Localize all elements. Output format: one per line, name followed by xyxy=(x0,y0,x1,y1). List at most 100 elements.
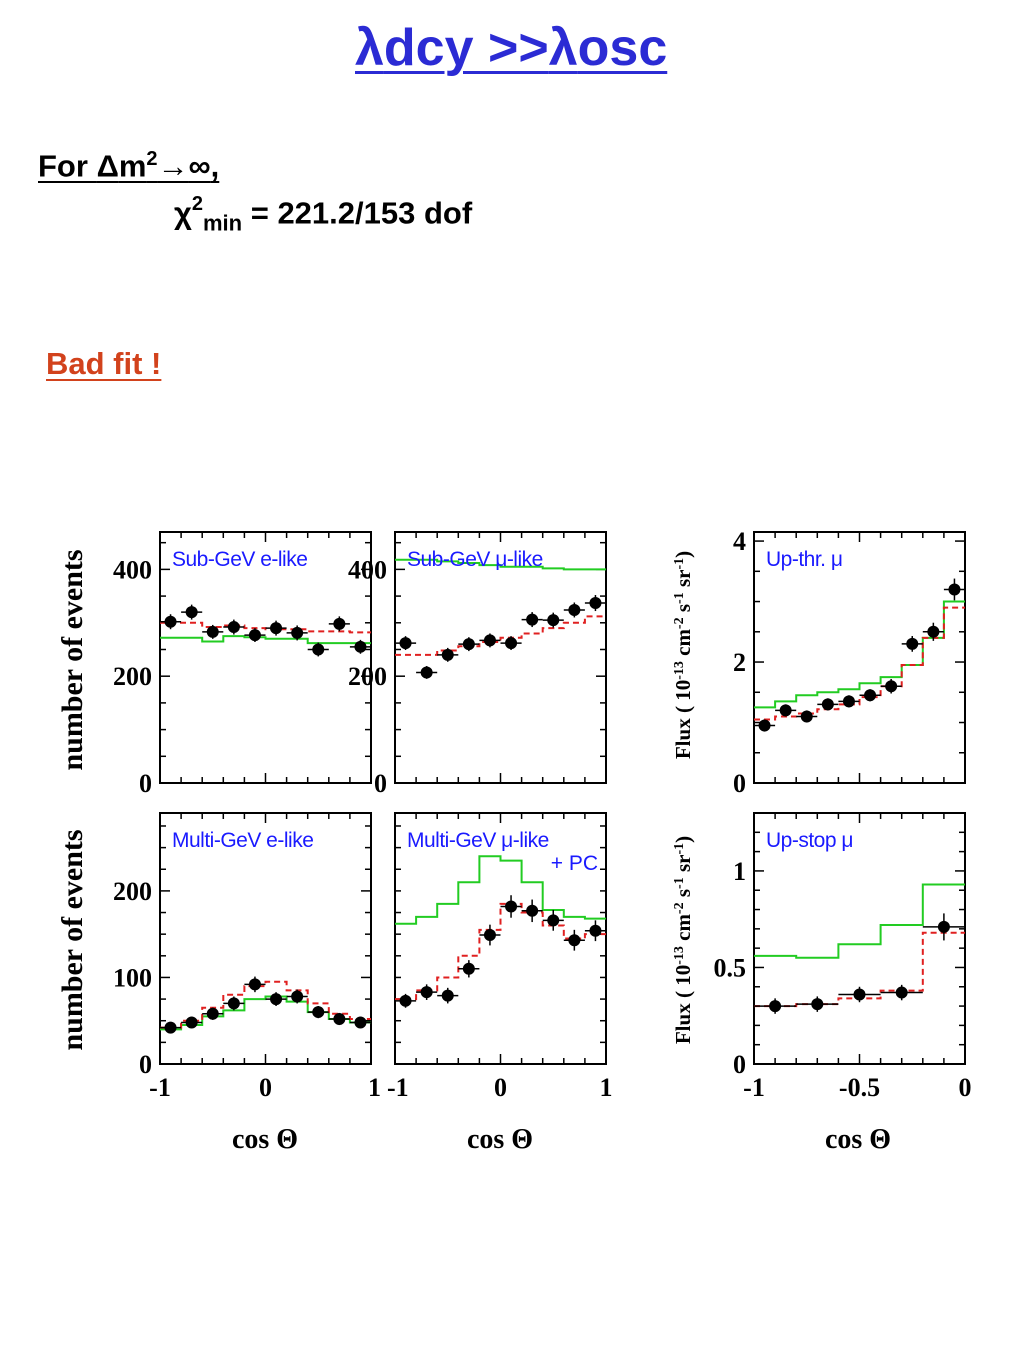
data-point xyxy=(333,1012,346,1025)
panel-sub-gev-mu: 0 200 400 Sub-GeV μ-like xyxy=(348,531,607,798)
data-point xyxy=(927,625,940,638)
data-point xyxy=(483,929,496,942)
panel-label: Up-thr. μ xyxy=(766,548,842,571)
flux-exponent: -1 xyxy=(672,592,687,604)
data-point xyxy=(227,997,240,1010)
data-point xyxy=(420,666,433,679)
flux-exponent: -1 xyxy=(672,843,687,855)
data-point xyxy=(462,638,475,651)
data-point xyxy=(800,710,813,723)
data-point xyxy=(441,989,454,1002)
data-point xyxy=(420,986,433,999)
data-point xyxy=(462,962,475,975)
x-tick-label: -1 xyxy=(149,1073,171,1102)
data-point xyxy=(526,613,539,626)
data-point xyxy=(483,634,496,647)
no-oscillation-histogram xyxy=(395,558,606,571)
flux-exponent: -13 xyxy=(672,946,687,965)
no-oscillation-histogram xyxy=(160,995,371,1031)
data-point xyxy=(568,934,581,947)
limit-condition: For Δm2→∞, xyxy=(38,148,220,184)
data-point xyxy=(547,614,560,627)
panel-label: Multi-GeV μ-like xyxy=(407,829,549,852)
data-point xyxy=(312,643,325,656)
flux-axis-label-top: Flux ( 10-13 cm-2 s-1 sr-1) xyxy=(671,551,695,759)
y-tick-label: 2 xyxy=(733,648,746,677)
panel-label: Sub-GeV μ-like xyxy=(407,548,543,571)
data-point xyxy=(853,988,866,1001)
decay-fit-histogram xyxy=(395,615,606,656)
flux-exponent: -1 xyxy=(672,877,687,889)
x-tick-label: -1 xyxy=(743,1073,765,1102)
data-point xyxy=(185,606,198,619)
no-oscillation-histogram xyxy=(754,600,965,709)
y-tick-label: 400 xyxy=(113,555,152,584)
data-point xyxy=(589,597,602,610)
y-tick-label: 4 xyxy=(733,527,746,556)
panel-up-stop-mu: 0 0.5 1 -1 -0.5 0 Up-stop μ xyxy=(714,812,972,1102)
data-point xyxy=(312,1006,325,1019)
data-point xyxy=(206,625,219,638)
data-point xyxy=(164,615,177,628)
flux-exponent: -2 xyxy=(672,902,687,914)
x-tick-label: 0 xyxy=(494,1073,507,1102)
y-tick-label: 200 xyxy=(348,662,387,691)
data-point xyxy=(811,998,824,1011)
y-tick-label: 0 xyxy=(733,769,746,798)
flux-text: cm xyxy=(671,629,695,662)
left-y-axis-label-top: number of events xyxy=(56,549,89,770)
data-point xyxy=(864,689,877,702)
x-tick-label: -1 xyxy=(387,1073,409,1102)
panel-label: Sub-GeV e-like xyxy=(172,548,307,571)
panel-multi-gev-mu: -1 0 1 Multi-GeV μ-like+ PC xyxy=(387,812,613,1102)
panel-up-thr-mu: 0 2 4 Up-thr. μ xyxy=(733,527,966,798)
flux-text: Flux ( 10 xyxy=(671,680,695,759)
data-point xyxy=(779,704,792,717)
flux-text: sr xyxy=(671,570,695,593)
flux-axis-label-bottom: Flux ( 10-13 cm-2 s-1 sr-1) xyxy=(671,836,695,1044)
x-tick-label: 1 xyxy=(368,1073,381,1102)
data-point xyxy=(505,900,518,913)
panel-label: Up-stop μ xyxy=(766,829,853,852)
flux-text: s xyxy=(671,604,695,617)
flux-exponent: -1 xyxy=(672,558,687,570)
data-point xyxy=(769,1000,782,1013)
y-tick-label: 0 xyxy=(733,1050,746,1079)
data-point xyxy=(937,920,950,933)
data-point xyxy=(164,1021,177,1034)
flux-exponent: -13 xyxy=(672,661,687,680)
data-point xyxy=(505,637,518,650)
x-tick-label: 1 xyxy=(600,1073,613,1102)
y-tick-label: 400 xyxy=(348,555,387,584)
data-point xyxy=(248,629,261,642)
flux-exponent: -2 xyxy=(672,617,687,629)
data-point xyxy=(354,1016,367,1029)
panel-label: Multi-GeV e-like xyxy=(172,829,313,852)
data-point xyxy=(758,719,771,732)
data-point xyxy=(291,626,304,639)
no-oscillation-histogram xyxy=(160,635,371,645)
data-point xyxy=(185,1016,198,1029)
data-point xyxy=(291,990,304,1003)
y-tick-label: 200 xyxy=(113,662,152,691)
bad-fit-note: Bad fit ! xyxy=(46,346,162,381)
flux-text: cm xyxy=(671,914,695,947)
left-y-axis-label-bottom: number of events xyxy=(56,829,89,1050)
data-point xyxy=(948,583,961,596)
no-oscillation-histogram xyxy=(754,883,965,959)
data-point xyxy=(354,640,367,653)
data-point xyxy=(248,978,261,991)
data-point xyxy=(821,698,834,711)
data-point xyxy=(547,914,560,927)
data-point xyxy=(885,680,898,693)
data-point xyxy=(270,993,283,1006)
data-point xyxy=(568,603,581,616)
data-point xyxy=(270,622,283,635)
chi-square-result: χ2min = 221.2/153 dof xyxy=(174,193,473,236)
x-axis-label-middle: cos Θ xyxy=(467,1124,533,1155)
data-point xyxy=(441,648,454,661)
no-oscillation-histogram xyxy=(395,855,606,925)
x-tick-label: 0 xyxy=(959,1073,972,1102)
